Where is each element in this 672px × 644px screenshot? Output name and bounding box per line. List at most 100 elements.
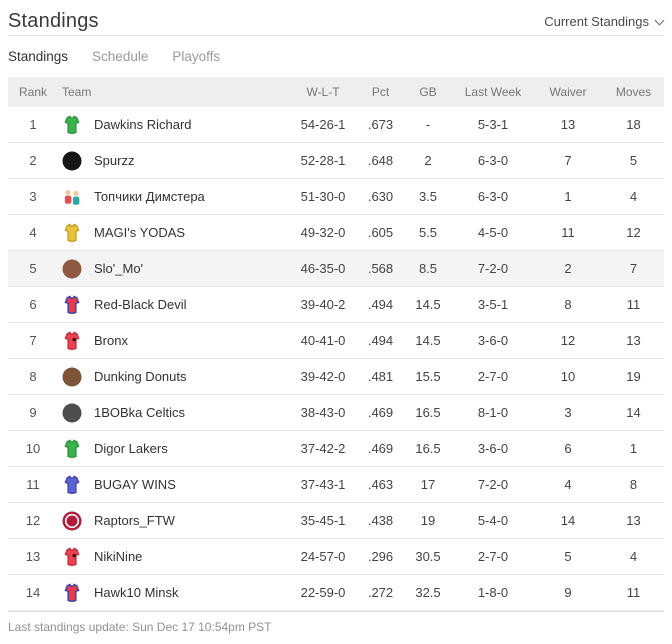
waiver-cell: 2 (564, 261, 572, 276)
table-row: 10 Digor Lakers 37-42-2 .469 16.5 3-6-0 … (8, 431, 664, 467)
pct-cell: .568 (367, 261, 394, 276)
moves-cell: 14 (626, 405, 641, 420)
team-name-link[interactable]: 1BOBka Celtics (94, 405, 186, 420)
team-name-link[interactable]: Dunking Donuts (94, 369, 187, 384)
team-name-link[interactable]: Spurzz (94, 153, 135, 168)
team-name-link[interactable]: Slo'_Mo' (94, 261, 144, 276)
team-name-link[interactable]: Bronx (94, 333, 128, 348)
team-name-link[interactable]: MAGI's YODAS (94, 225, 186, 240)
wlt-cell: 37-42-2 (300, 441, 346, 456)
waiver-cell: 8 (564, 297, 572, 312)
last-week-cell: 5-3-1 (477, 117, 509, 132)
column-header-team: Team (62, 85, 92, 99)
rank-cell: 5 (29, 261, 37, 276)
table-row: 13 NikiNine 24-57-0 .296 30.5 2-7-0 5 4 (8, 539, 664, 575)
last-week-cell: 5-4-0 (477, 513, 509, 528)
last-week-cell: 8-1-0 (477, 405, 509, 420)
wlt-cell: 35-45-1 (300, 513, 346, 528)
table-row: 7 Bronx 40-41-0 .494 14.5 3-6-0 12 13 (8, 323, 664, 359)
gb-cell: - (425, 117, 431, 132)
waiver-cell: 1 (564, 189, 572, 204)
gb-cell: 16.5 (415, 405, 441, 420)
rank-cell: 3 (29, 189, 37, 204)
column-header-moves: Moves (615, 85, 652, 99)
moves-cell: 8 (629, 477, 638, 492)
tab-standings[interactable]: Standings (8, 49, 69, 64)
team-cell: Dunking Donuts (58, 367, 288, 387)
table-row: 3 Топчики Димстера 51-30-0 .630 3.5 6-3-… (8, 179, 664, 215)
last-week-cell: 6-3-0 (477, 153, 509, 168)
column-header-last-week: Last Week (464, 85, 522, 99)
rank-cell: 9 (29, 405, 37, 420)
last-week-cell: 3-6-0 (477, 441, 509, 456)
rank-cell: 14 (25, 585, 41, 600)
pct-cell: .469 (367, 441, 394, 456)
team-name-link[interactable]: Hawk10 Minsk (94, 585, 179, 600)
pct-cell: .605 (367, 225, 394, 240)
gb-cell: 15.5 (415, 369, 441, 384)
chevron-down-icon (655, 15, 664, 24)
table-row: 11 BUGAY WINS 37-43-1 .463 17 7-2-0 4 8 (8, 467, 664, 503)
wlt-cell: 39-40-2 (300, 297, 346, 312)
pct-cell: .494 (367, 333, 394, 348)
team-name-link[interactable]: Digor Lakers (94, 441, 168, 456)
team-cell: NikiNine (58, 546, 288, 567)
red-blue-jersey-icon (62, 294, 82, 315)
team-cell: Bronx (58, 330, 288, 351)
last-week-cell: 2-7-0 (477, 549, 509, 564)
pct-cell: .494 (367, 297, 394, 312)
wlt-cell: 51-30-0 (300, 189, 346, 204)
table-body: 1 Dawkins Richard 54-26-1 .673 - 5-3-1 1… (8, 107, 664, 611)
gb-cell: 30.5 (415, 549, 441, 564)
rank-cell: 10 (25, 441, 41, 456)
pct-cell: .469 (367, 405, 394, 420)
column-header-gb: GB (419, 85, 437, 99)
table-row: 2 Spurzz 52-28-1 .648 2 6-3-0 7 5 (8, 143, 664, 179)
team-name-link[interactable]: Топчики Димстера (94, 189, 205, 204)
gb-cell: 5.5 (418, 225, 438, 240)
last-week-cell: 6-3-0 (477, 189, 509, 204)
rank-cell: 4 (29, 225, 37, 240)
rank-cell: 2 (29, 153, 37, 168)
waiver-cell: 3 (564, 405, 572, 420)
last-week-cell: 4-5-0 (477, 225, 509, 240)
team-cell: BUGAY WINS (58, 474, 288, 495)
wlt-cell: 40-41-0 (300, 333, 346, 348)
gb-cell: 16.5 (415, 441, 441, 456)
table-row: 14 Hawk10 Minsk 22-59-0 .272 32.5 1-8-0 … (8, 575, 664, 611)
last-week-cell: 1-8-0 (477, 585, 509, 600)
team-name-link[interactable]: NikiNine (94, 549, 143, 564)
table-header-row: Rank Team W-L-T Pct GB Last Week Waiver … (8, 77, 664, 107)
last-week-cell: 7-2-0 (477, 477, 509, 492)
pct-cell: .463 (367, 477, 394, 492)
waiver-cell: 13 (560, 117, 576, 132)
team-name-link[interactable]: Dawkins Richard (94, 117, 192, 132)
gb-cell: 17 (420, 477, 436, 492)
tab-schedule[interactable]: Schedule (92, 49, 149, 64)
pct-cell: .438 (367, 513, 394, 528)
moves-cell: 4 (629, 189, 638, 204)
moves-cell: 5 (629, 153, 638, 168)
team-name-link[interactable]: Red-Black Devil (94, 297, 187, 312)
team-cell: Spurzz (58, 151, 288, 171)
gb-cell: 14.5 (415, 297, 441, 312)
wlt-cell: 46-35-0 (300, 261, 346, 276)
team-cell: MAGI's YODAS (58, 222, 288, 243)
team-name-link[interactable]: BUGAY WINS (94, 477, 176, 492)
tab-playoffs[interactable]: Playoffs (172, 49, 221, 64)
table-row: 12 Raptors_FTW 35-45-1 .438 19 5-4-0 14 … (8, 503, 664, 539)
waiver-cell: 9 (564, 585, 572, 600)
player-photo-avatar (62, 259, 82, 279)
rank-cell: 11 (26, 477, 40, 492)
dark-photo-icon (62, 403, 82, 423)
donuts-photo-icon (62, 367, 82, 387)
last-week-cell: 2-7-0 (477, 369, 509, 384)
team-name-link[interactable]: Raptors_FTW (94, 513, 175, 528)
moves-cell: 4 (629, 549, 638, 564)
standings-view-dropdown[interactable]: Current Standings (544, 14, 664, 29)
rank-cell: 13 (25, 549, 41, 564)
table-row: 4 MAGI's YODAS 49-32-0 .605 5.5 4-5-0 11… (8, 215, 664, 251)
team-cell: Red-Black Devil (58, 294, 288, 315)
column-header-pct: Pct (371, 85, 390, 99)
moves-cell: 11 (626, 585, 641, 600)
